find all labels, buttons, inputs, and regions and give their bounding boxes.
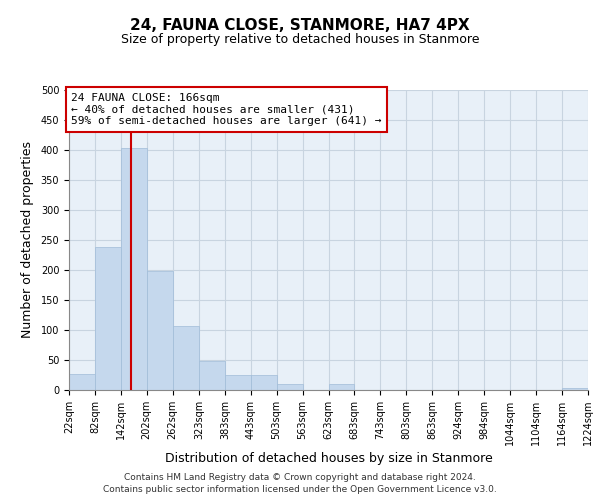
Text: 24 FAUNA CLOSE: 166sqm
← 40% of detached houses are smaller (431)
59% of semi-de: 24 FAUNA CLOSE: 166sqm ← 40% of detached… <box>71 93 382 126</box>
Text: 24, FAUNA CLOSE, STANMORE, HA7 4PX: 24, FAUNA CLOSE, STANMORE, HA7 4PX <box>130 18 470 32</box>
X-axis label: Distribution of detached houses by size in Stanmore: Distribution of detached houses by size … <box>164 452 493 465</box>
Bar <box>69 374 95 390</box>
Bar <box>199 361 225 390</box>
Bar <box>225 375 251 390</box>
Bar <box>147 270 173 390</box>
Bar <box>251 375 277 390</box>
Bar <box>173 326 199 390</box>
Bar <box>121 148 147 390</box>
Text: Contains HM Land Registry data © Crown copyright and database right 2024.: Contains HM Land Registry data © Crown c… <box>124 472 476 482</box>
Bar <box>562 388 588 390</box>
Bar <box>277 384 302 390</box>
Bar <box>95 247 121 390</box>
Text: Size of property relative to detached houses in Stanmore: Size of property relative to detached ho… <box>121 32 479 46</box>
Bar <box>329 384 355 390</box>
Text: Contains public sector information licensed under the Open Government Licence v3: Contains public sector information licen… <box>103 485 497 494</box>
Y-axis label: Number of detached properties: Number of detached properties <box>21 142 34 338</box>
